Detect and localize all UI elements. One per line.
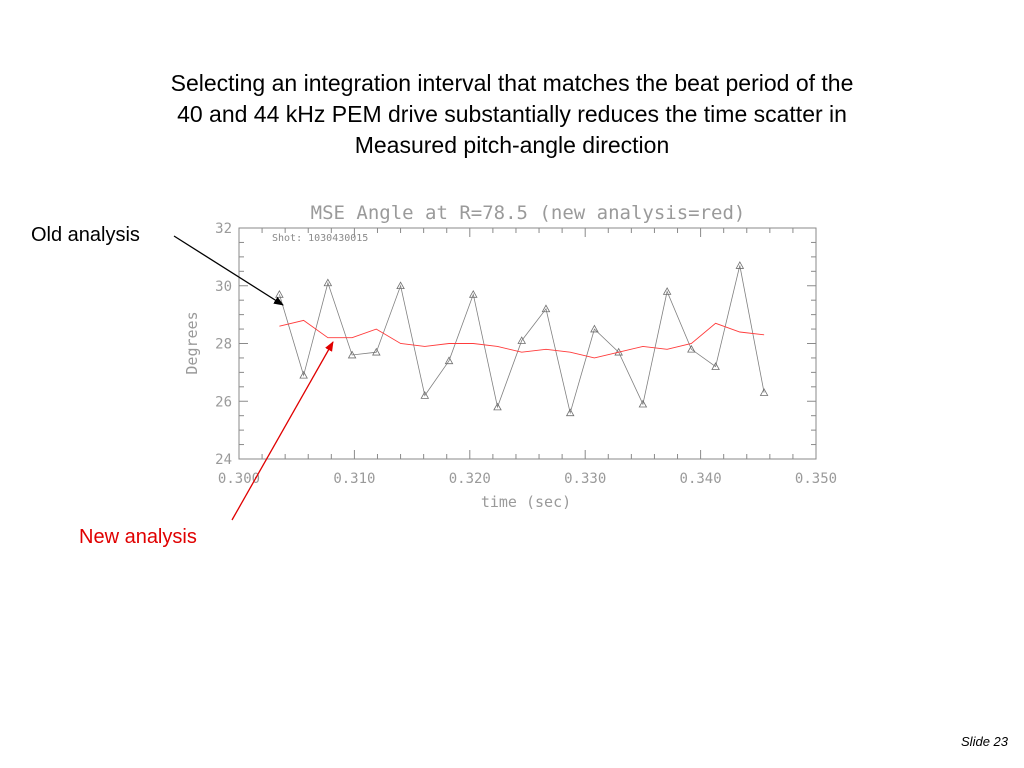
y-tick-label: 24 xyxy=(215,452,232,468)
old-data-point xyxy=(638,399,648,408)
old-data-point xyxy=(323,278,333,287)
new-analysis-arrow xyxy=(231,341,334,521)
old-data-point xyxy=(662,287,672,295)
callout-arrows xyxy=(173,235,334,521)
old-data-point xyxy=(711,362,720,370)
old-data-point xyxy=(493,402,502,411)
x-axis-label: time (sec) xyxy=(481,493,571,511)
old-data-point xyxy=(444,356,454,365)
slide-headline: Selecting an integration interval that m… xyxy=(40,68,984,161)
old-data-point xyxy=(299,370,308,379)
x-tick-label: 0.340 xyxy=(680,471,722,487)
old-data-point xyxy=(275,289,284,298)
y-axis-label: Degrees xyxy=(183,311,201,374)
y-tick-label: 30 xyxy=(215,279,232,295)
old-data-point xyxy=(420,391,430,399)
plot-frame xyxy=(238,227,817,460)
old-data-point xyxy=(687,344,696,353)
y-tick-label: 26 xyxy=(215,394,232,410)
old-data-point xyxy=(372,347,381,356)
shot-annotation: Shot: 1030430015 xyxy=(272,233,368,244)
slide-number: Slide 23 xyxy=(961,734,1008,749)
new-analysis-label: New analysis xyxy=(79,526,197,548)
old-data-point xyxy=(517,336,527,344)
old-data-point xyxy=(735,261,745,269)
old-data-point xyxy=(541,304,551,313)
headline-line: 40 and 44 kHz PEM drive substantially re… xyxy=(177,101,847,127)
headline-line: Selecting an integration interval that m… xyxy=(170,70,854,96)
chart-title: MSE Angle at R=78.5 (new analysis=red) xyxy=(311,202,746,224)
old-data-point xyxy=(347,350,357,359)
old-analysis-arrow xyxy=(173,235,284,306)
old-data-point xyxy=(759,388,769,396)
plot-area: 0.300 0.310 0.320 0.330 0.340 0.350 24 26 28 30 32 xyxy=(215,221,837,487)
x-tick-label: 0.300 xyxy=(218,471,260,487)
new-analysis-line xyxy=(279,319,765,359)
x-tick-label: 0.330 xyxy=(564,471,606,487)
old-data-point xyxy=(468,289,478,298)
y-tick-label: 32 xyxy=(215,221,232,237)
x-tick-label: 0.310 xyxy=(333,471,375,487)
old-analysis-line xyxy=(279,265,765,415)
old-data-point xyxy=(396,281,405,290)
old-data-point xyxy=(565,408,575,417)
headline-line: Measured pitch-angle direction xyxy=(354,132,670,158)
old-data-point xyxy=(590,324,599,333)
old-analysis-label: Old analysis xyxy=(31,224,140,246)
y-tick-label: 28 xyxy=(215,337,232,353)
x-tick-label: 0.320 xyxy=(449,471,491,487)
x-tick-label: 0.350 xyxy=(795,471,837,487)
